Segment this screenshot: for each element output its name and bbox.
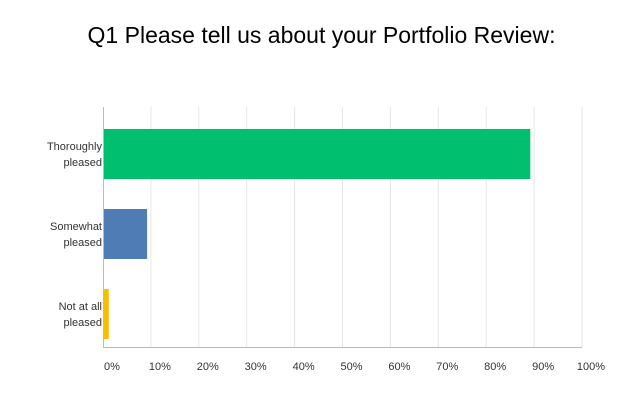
x-tick-label: 40% bbox=[293, 361, 315, 373]
chart-title: Q1 Please tell us about your Portfolio R… bbox=[87, 22, 556, 48]
x-tick-label: 60% bbox=[388, 361, 410, 373]
x-tick-label: 0% bbox=[104, 361, 120, 373]
x-tick-label: 70% bbox=[436, 361, 458, 373]
bar bbox=[104, 209, 148, 259]
x-tick-label: 80% bbox=[484, 361, 506, 373]
x-tick-label: 20% bbox=[197, 361, 219, 373]
x-tick-label: 10% bbox=[149, 361, 171, 373]
x-tick-label: 90% bbox=[532, 361, 554, 373]
x-tick-label: 30% bbox=[245, 361, 267, 373]
bars bbox=[104, 129, 531, 339]
category-label: Not at all pleased bbox=[59, 301, 102, 329]
category-label: Somewhat pleased bbox=[50, 221, 102, 249]
bar bbox=[104, 129, 531, 179]
category-labels: Thoroughly pleased Somewhat pleased Not at a… bbox=[47, 141, 103, 329]
category-label: Thoroughly pleased bbox=[47, 141, 103, 169]
x-tick-label: 100% bbox=[577, 361, 605, 373]
axes bbox=[103, 107, 582, 348]
x-tick-label: 50% bbox=[340, 361, 362, 373]
x-tick-labels: 0% 10% 20% 30% 40% 50% 60% 70% 80% 90% 100% bbox=[104, 361, 605, 373]
bar bbox=[104, 289, 109, 339]
